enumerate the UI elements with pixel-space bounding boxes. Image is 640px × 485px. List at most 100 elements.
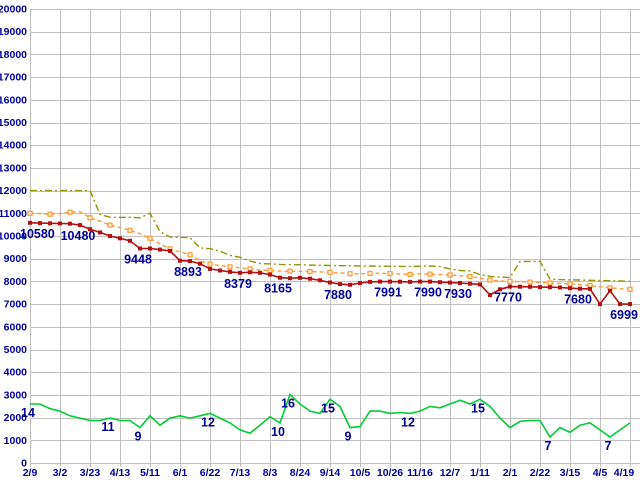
data-point-label: 14 <box>21 406 35 420</box>
y-tick-label: 11000 <box>0 208 27 220</box>
data-point-marker <box>308 276 312 281</box>
x-axis-labels: 2/9 3/2 3/23 4/13 5/11 6/1 6/22 7/13 8/3 8/24 9/14… <box>23 467 635 479</box>
data-point-marker <box>407 271 413 277</box>
x-tick-label: 2/22 <box>530 467 551 479</box>
data-point-label: 11 <box>101 420 114 434</box>
data-point-marker <box>218 268 222 273</box>
data-point-marker <box>127 227 133 233</box>
data-point-marker <box>458 281 462 285</box>
data-point-marker <box>327 269 333 275</box>
data-point-marker <box>27 210 33 216</box>
series-upper-dashdot-line <box>30 189 631 283</box>
y-tick-label: 0 <box>21 458 27 470</box>
data-point-label: 8893 <box>174 265 202 279</box>
x-tick-label: 12/7 <box>440 467 461 479</box>
data-point-marker <box>58 221 62 226</box>
data-point-marker <box>528 284 532 289</box>
data-point-label: 7990 <box>414 286 442 300</box>
y-tick-label: 14000 <box>0 140 27 152</box>
data-point-label: 7 <box>605 439 612 453</box>
data-point-marker <box>318 278 322 283</box>
data-point-marker <box>558 285 562 290</box>
x-tick-label: 3/2 <box>53 467 68 479</box>
data-point-marker <box>578 286 582 291</box>
data-point-marker <box>608 288 612 293</box>
data-point-marker <box>198 261 202 266</box>
data-point-label: 12 <box>401 415 415 429</box>
y-tick-label: 7000 <box>4 299 28 311</box>
y-tick-label: 2000 <box>4 412 28 424</box>
x-tick-label: 4/19 <box>614 467 635 479</box>
data-point-marker <box>348 282 352 287</box>
data-point-marker <box>347 271 353 277</box>
x-tick-label: 10/5 <box>350 467 371 479</box>
data-point-marker <box>538 285 542 290</box>
data-point-marker <box>368 279 372 284</box>
data-point-marker <box>108 234 112 238</box>
x-tick-label: 2/9 <box>23 467 38 479</box>
data-point-marker <box>567 281 573 287</box>
y-tick-label: 8000 <box>4 276 28 288</box>
data-point-marker <box>118 236 122 241</box>
x-tick-label: 6/1 <box>173 467 188 479</box>
y-tick-label: 17000 <box>0 72 27 84</box>
y-tick-label: 6000 <box>4 321 28 333</box>
x-tick-label: 4/5 <box>593 467 608 479</box>
y-tick-label: 13000 <box>0 162 27 174</box>
data-point-marker <box>207 261 213 267</box>
data-point-marker <box>427 271 433 277</box>
data-point-marker <box>278 275 282 280</box>
data-point-marker <box>418 279 422 284</box>
data-point-marker <box>138 246 142 251</box>
data-point-label: 7880 <box>324 288 352 302</box>
data-point-label: 10580 <box>20 227 55 241</box>
data-point-marker <box>298 275 302 280</box>
data-point-marker <box>287 268 293 274</box>
data-point-marker <box>507 278 513 284</box>
data-point-marker <box>228 269 232 274</box>
x-tick-label: 7/13 <box>230 467 251 479</box>
data-point-label: 8379 <box>224 277 252 291</box>
data-point-label: 9448 <box>124 253 152 267</box>
y-tick-label: 1000 <box>4 435 28 447</box>
data-point-label: 10 <box>271 425 285 439</box>
data-point-marker <box>448 280 452 285</box>
x-tick-label: 11/16 <box>407 467 433 479</box>
x-tick-label: 10/26 <box>377 467 403 479</box>
data-point-marker <box>598 302 602 307</box>
x-tick-label: 9/14 <box>320 467 341 479</box>
data-point-label: 10480 <box>61 229 96 243</box>
data-point-marker <box>307 269 313 275</box>
data-point-marker <box>568 286 572 291</box>
data-point-label: 15 <box>471 401 485 415</box>
y-tick-label: 3000 <box>4 389 28 401</box>
data-point-marker <box>547 280 553 286</box>
data-point-marker <box>378 279 382 284</box>
data-point-marker <box>498 287 502 292</box>
data-point-marker <box>188 259 192 264</box>
data-point-marker <box>338 282 342 287</box>
y-tick-label: 16000 <box>0 94 27 106</box>
data-point-marker <box>148 246 152 251</box>
y-tick-label: 15000 <box>0 117 27 129</box>
data-point-label: 7680 <box>564 293 592 307</box>
series-green-count-line <box>30 393 631 439</box>
data-point-marker <box>627 286 633 292</box>
data-point-marker <box>28 220 32 225</box>
x-tick-label: 6/22 <box>200 467 221 479</box>
data-point-label: 7930 <box>444 287 472 301</box>
y-tick-label: 4000 <box>4 367 28 379</box>
data-point-marker <box>618 302 622 307</box>
data-point-label: 6999 <box>610 308 638 322</box>
data-point-marker <box>428 279 432 284</box>
data-point-marker <box>258 270 262 275</box>
data-point-marker <box>88 227 92 232</box>
data-point-label: 7991 <box>374 286 402 300</box>
data-point-marker <box>268 272 272 277</box>
data-point-marker <box>358 281 362 285</box>
data-point-marker <box>158 247 162 252</box>
x-tick-label: 8/3 <box>263 467 278 479</box>
